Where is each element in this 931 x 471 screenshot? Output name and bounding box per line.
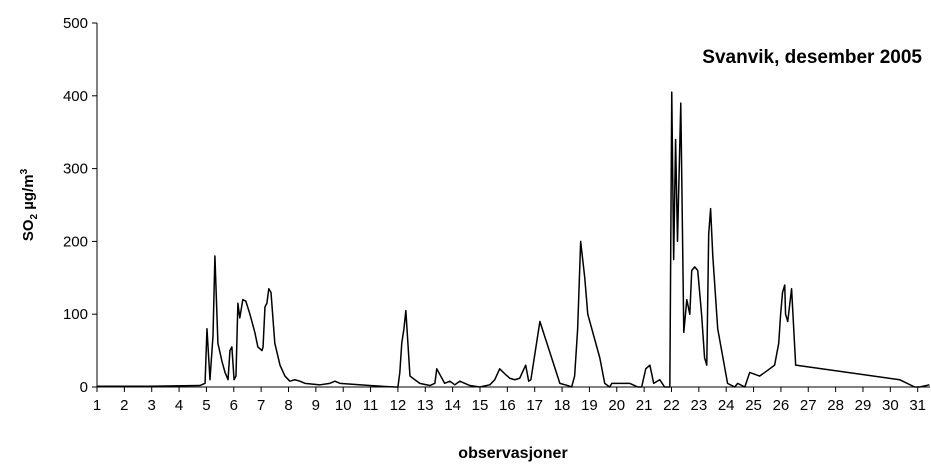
x-tick-label: 21: [636, 397, 653, 414]
x-tick-label: 10: [335, 397, 352, 414]
x-tick-label: 17: [526, 397, 543, 414]
x-tick-label: 9: [312, 397, 320, 414]
y-tick-label: 100: [63, 306, 88, 323]
x-tick-label: 25: [745, 397, 762, 414]
x-tick-label: 13: [417, 397, 434, 414]
x-tick-label: 8: [284, 397, 292, 414]
y-label-unit: µg/m: [20, 174, 37, 213]
x-tick-label: 31: [909, 397, 926, 414]
y-label-sub: 2: [29, 213, 40, 219]
x-tick-label: 12: [390, 397, 407, 414]
x-tick-label: 5: [202, 397, 210, 414]
x-tick-label: 7: [257, 397, 265, 414]
x-axis-label: observasjoner: [458, 445, 567, 462]
x-tick-label: 20: [608, 397, 625, 414]
x-tick-label: 23: [690, 397, 707, 414]
x-tick-label: 11: [363, 397, 379, 414]
x-tick-label: 15: [472, 397, 489, 414]
x-tick-label: 28: [827, 397, 844, 414]
x-tick-label: 18: [554, 397, 571, 414]
x-tick-label: 29: [855, 397, 872, 414]
x-tick-label: 4: [175, 397, 183, 414]
y-tick-label: 200: [63, 233, 88, 250]
y-tick-label: 300: [63, 161, 88, 178]
x-tick-label: 24: [718, 397, 735, 414]
x-tick-label: 14: [444, 397, 461, 414]
y-tick-label: 400: [63, 88, 88, 105]
y-tick-label: 0: [80, 379, 88, 396]
data-line: [97, 91, 930, 388]
x-tick-label: 26: [773, 397, 790, 414]
x-tick-label: 6: [230, 397, 238, 414]
x-tick-label: 30: [882, 397, 899, 414]
x-tick-label: 19: [581, 397, 598, 414]
x-tick-label: 3: [148, 397, 156, 414]
y-tick-label: 500: [63, 15, 88, 32]
y-axis-label: SO2 µg/m3: [19, 168, 40, 241]
x-tick-label: 27: [800, 397, 817, 414]
x-tick-label: 22: [663, 397, 680, 414]
chart-title: Svanvik, desember 2005: [702, 47, 922, 68]
x-tick-label: 16: [499, 397, 516, 414]
y-label-sup: 3: [19, 168, 30, 174]
y-label-text: SO: [20, 219, 37, 241]
x-tick-label: 1: [93, 397, 101, 414]
x-tick-label: 2: [120, 397, 128, 414]
